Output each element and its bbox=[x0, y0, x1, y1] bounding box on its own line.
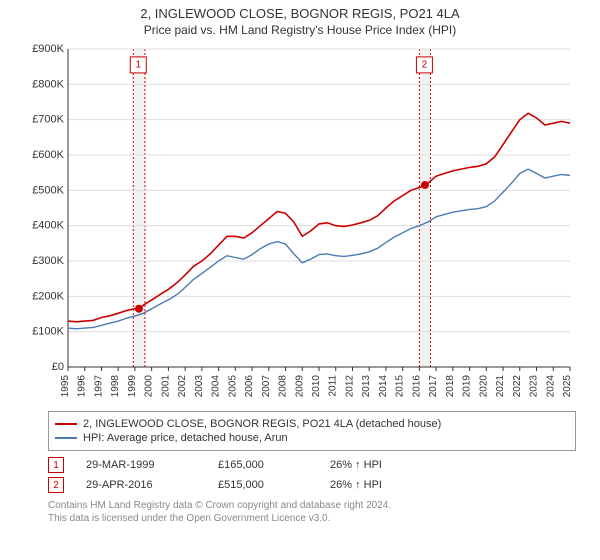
svg-text:2003: 2003 bbox=[194, 375, 205, 398]
svg-text:£500K: £500K bbox=[32, 184, 64, 196]
svg-text:£300K: £300K bbox=[32, 255, 64, 267]
svg-text:£200K: £200K bbox=[32, 290, 64, 302]
svg-text:2011: 2011 bbox=[328, 375, 339, 397]
svg-text:1999: 1999 bbox=[127, 375, 138, 398]
svg-text:£100K: £100K bbox=[32, 326, 64, 338]
svg-text:1995: 1995 bbox=[60, 375, 71, 398]
svg-text:2001: 2001 bbox=[160, 375, 171, 398]
svg-text:2022: 2022 bbox=[512, 375, 523, 398]
svg-text:2021: 2021 bbox=[495, 375, 506, 398]
svg-text:1996: 1996 bbox=[77, 375, 88, 398]
marker-box-icon: 2 bbox=[48, 477, 64, 493]
table-row: 2 29-APR-2016 £515,000 26% ↑ HPI bbox=[48, 477, 576, 493]
svg-text:2009: 2009 bbox=[294, 375, 305, 398]
chart-svg: £0 £100K £200K £300K £400K £500K £600K £700K £80… bbox=[20, 43, 580, 403]
svg-text:1: 1 bbox=[135, 59, 141, 70]
svg-text:2: 2 bbox=[422, 59, 428, 70]
svg-text:2016: 2016 bbox=[411, 375, 422, 398]
page-subtitle: Price paid vs. HM Land Registry's House … bbox=[0, 23, 600, 37]
svg-text:£900K: £900K bbox=[32, 43, 64, 55]
page-title: 2, INGLEWOOD CLOSE, BOGNOR REGIS, PO21 4… bbox=[0, 6, 600, 21]
svg-text:1997: 1997 bbox=[93, 375, 104, 398]
svg-text:2015: 2015 bbox=[395, 375, 406, 398]
marker-hpi: 26% ↑ HPI bbox=[330, 459, 382, 471]
legend-label: HPI: Average price, detached house, Arun bbox=[83, 432, 288, 444]
svg-text:£400K: £400K bbox=[32, 220, 64, 232]
marker-price: £165,000 bbox=[218, 459, 308, 471]
svg-text:£0: £0 bbox=[52, 361, 64, 373]
chart-container: £0 £100K £200K £300K £400K £500K £600K £700K £80… bbox=[20, 43, 580, 403]
svg-text:2008: 2008 bbox=[278, 375, 289, 398]
table-row: 1 29-MAR-1999 £165,000 26% ↑ HPI bbox=[48, 457, 576, 473]
svg-text:2014: 2014 bbox=[378, 375, 389, 398]
marker-date: 29-APR-2016 bbox=[86, 479, 196, 491]
svg-text:2019: 2019 bbox=[462, 375, 473, 398]
footer: Contains HM Land Registry data © Crown c… bbox=[48, 499, 576, 525]
legend: 2, INGLEWOOD CLOSE, BOGNOR REGIS, PO21 4… bbox=[48, 411, 576, 451]
svg-text:2012: 2012 bbox=[344, 375, 355, 398]
marker-hpi: 26% ↑ HPI bbox=[330, 479, 382, 491]
marker-date: 29-MAR-1999 bbox=[86, 459, 196, 471]
marker-price: £515,000 bbox=[218, 479, 308, 491]
legend-line-icon bbox=[55, 437, 77, 439]
marker-box-icon: 1 bbox=[48, 457, 64, 473]
svg-text:£700K: £700K bbox=[32, 114, 64, 126]
svg-text:2018: 2018 bbox=[445, 375, 456, 398]
legend-line-icon bbox=[55, 423, 77, 425]
legend-item: 2, INGLEWOOD CLOSE, BOGNOR REGIS, PO21 4… bbox=[55, 418, 569, 430]
svg-text:2025: 2025 bbox=[562, 375, 573, 398]
svg-text:2017: 2017 bbox=[428, 375, 439, 398]
svg-text:2013: 2013 bbox=[361, 375, 372, 398]
svg-text:£600K: £600K bbox=[32, 149, 64, 161]
svg-text:2010: 2010 bbox=[311, 375, 322, 398]
footer-line: This data is licensed under the Open Gov… bbox=[48, 512, 576, 525]
svg-text:2004: 2004 bbox=[211, 375, 222, 398]
svg-text:1998: 1998 bbox=[110, 375, 121, 398]
svg-text:2023: 2023 bbox=[529, 375, 540, 398]
svg-text:2006: 2006 bbox=[244, 375, 255, 398]
svg-text:2020: 2020 bbox=[478, 375, 489, 398]
marker-table: 1 29-MAR-1999 £165,000 26% ↑ HPI 2 29-AP… bbox=[48, 457, 576, 493]
svg-text:2007: 2007 bbox=[261, 375, 272, 398]
svg-text:2000: 2000 bbox=[144, 375, 155, 398]
svg-text:2005: 2005 bbox=[227, 375, 238, 398]
svg-text:2002: 2002 bbox=[177, 375, 188, 398]
footer-line: Contains HM Land Registry data © Crown c… bbox=[48, 499, 576, 512]
legend-item: HPI: Average price, detached house, Arun bbox=[55, 432, 569, 444]
svg-text:£800K: £800K bbox=[32, 78, 64, 90]
legend-label: 2, INGLEWOOD CLOSE, BOGNOR REGIS, PO21 4… bbox=[83, 418, 441, 430]
svg-text:2024: 2024 bbox=[545, 375, 556, 398]
